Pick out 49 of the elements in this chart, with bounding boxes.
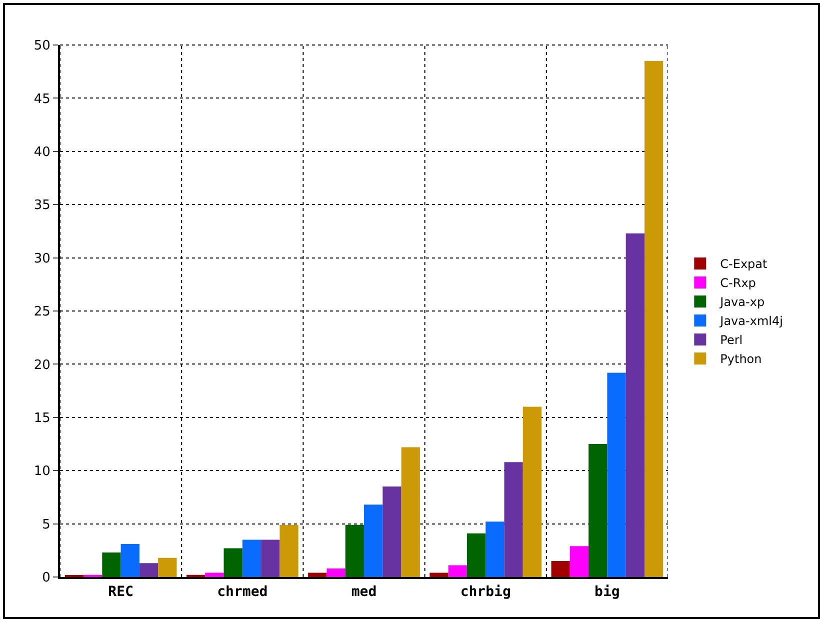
legend-label: Python: [720, 352, 762, 366]
x-tick-label: chrbig: [460, 584, 511, 600]
y-tick-label: 40: [34, 144, 50, 160]
bar: [345, 524, 364, 577]
legend-label: Perl: [720, 333, 743, 348]
bar: [588, 444, 608, 577]
y-tick-label: 25: [34, 304, 50, 320]
bar: [504, 462, 523, 577]
y-tick-label: 50: [34, 38, 50, 54]
y-tick-label: 5: [42, 517, 50, 532]
bar: [261, 540, 280, 577]
y-tick-label: 20: [34, 358, 50, 373]
bar: [401, 447, 420, 577]
bar: [522, 406, 542, 577]
x-tick-label: big: [594, 584, 620, 600]
x-tick-label: med: [351, 584, 377, 600]
bar: [102, 552, 121, 577]
bar: [224, 548, 242, 577]
bar: [607, 372, 626, 577]
bar: [120, 544, 140, 577]
bar: [242, 540, 262, 577]
bar: [139, 563, 158, 577]
y-tick-label: 0: [42, 570, 50, 586]
bar: [364, 504, 383, 577]
bar: [158, 558, 177, 577]
bar: [326, 568, 346, 577]
y-tick-label: 15: [34, 410, 50, 426]
bar: [466, 533, 486, 577]
legend-label: Java-xml4j: [719, 314, 783, 328]
bar: [205, 572, 224, 577]
bar: [448, 565, 467, 577]
legend-label: Java-xp: [719, 295, 765, 310]
bar: [308, 572, 327, 577]
bar: [382, 486, 402, 577]
y-tick-label: 30: [34, 251, 50, 266]
legend-label: C-Rxp: [720, 276, 756, 290]
bar: [626, 233, 644, 577]
bar: [570, 546, 589, 577]
bar: [644, 60, 664, 577]
bar: [551, 561, 570, 577]
bar: [486, 522, 504, 577]
x-tick-label: chrmed: [217, 584, 268, 600]
legend-label: C-Expat: [720, 257, 768, 272]
x-tick-label: REC: [108, 584, 134, 600]
y-tick-label: 35: [34, 198, 50, 214]
y-tick-label: 45: [34, 92, 50, 107]
y-tick-label: 10: [34, 464, 50, 480]
bar: [280, 524, 298, 577]
bar: [430, 572, 448, 577]
